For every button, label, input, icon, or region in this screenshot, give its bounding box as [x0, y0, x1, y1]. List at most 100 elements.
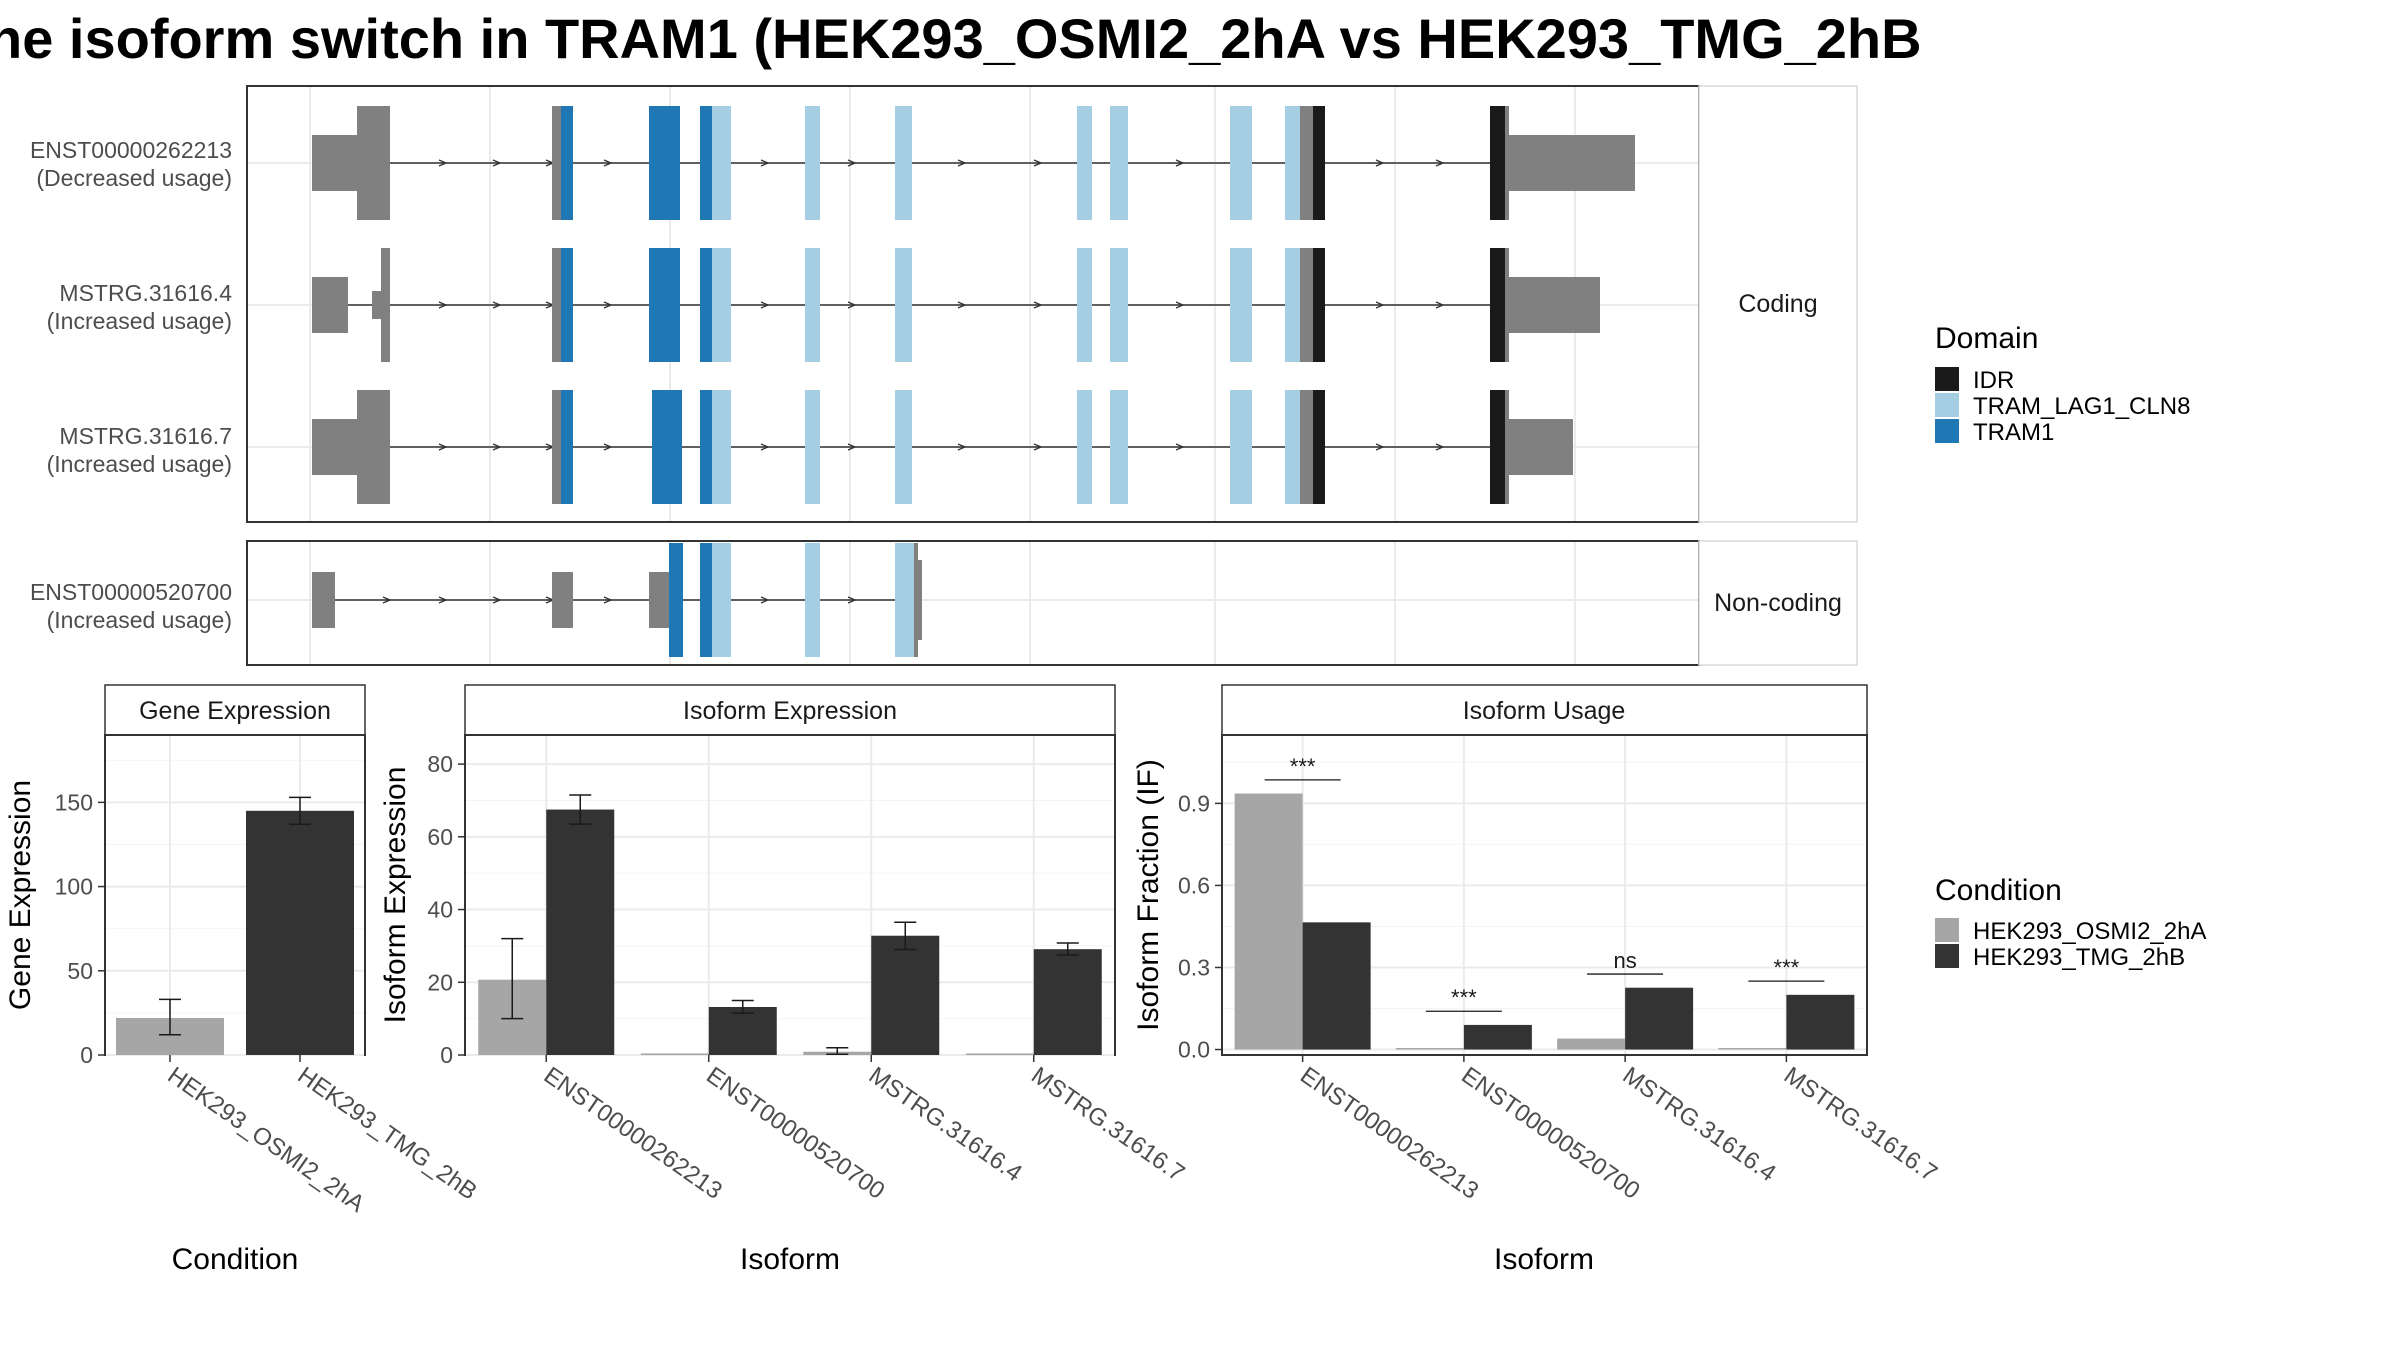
exon	[312, 572, 335, 628]
y-tick-label: 0.3	[1178, 954, 1210, 980]
legend-key-tram-lag1-cln8	[1935, 393, 1959, 417]
domain-tram1	[649, 106, 680, 220]
strand-arrow	[1435, 443, 1445, 451]
strand-arrow	[760, 443, 770, 451]
exon	[1505, 106, 1509, 220]
bar-hek293-tmg-2hb-enst00000520700	[708, 1007, 777, 1055]
significance-label: ***	[1774, 955, 1800, 980]
isoform-label-id: MSTRG.31616.4	[59, 280, 232, 306]
y-tick-label: 50	[67, 958, 93, 984]
legend-label-cond-b: HEK293_TMG_2hB	[1973, 944, 2185, 971]
strand-arrow	[760, 596, 770, 604]
exon	[312, 277, 348, 333]
condition-legend: Condition HEK293_OSMI2_2hA HEK293_TMG_2h…	[1935, 874, 2206, 971]
y-tick-label: 0.9	[1178, 790, 1210, 816]
bar-hek293-tmg-2hb-mstrg-31616-4	[871, 935, 940, 1055]
strand-arrow	[847, 159, 857, 167]
domain-tram1	[649, 248, 680, 362]
domain-tram1	[700, 543, 712, 657]
exon	[649, 572, 669, 628]
strand-arrow	[438, 159, 448, 167]
strand-arrow	[760, 159, 770, 167]
domain-tram-lag1-cln8	[1230, 106, 1252, 220]
strand-arrow	[603, 159, 613, 167]
domain-tram-lag1-cln8	[1110, 248, 1128, 362]
exon	[1509, 135, 1635, 191]
domain-legend-title: Domain	[1935, 322, 2038, 355]
y-ticks: 0 20 40 60 80	[427, 751, 465, 1068]
bar-hek293-tmg-2hb-mstrg-31616-7	[1786, 994, 1855, 1050]
domain-tram-lag1-cln8	[712, 248, 731, 362]
strand-arrow	[957, 443, 967, 451]
exon	[914, 543, 918, 657]
exon	[1505, 248, 1509, 362]
strand-arrow	[603, 443, 613, 451]
domain-tram-lag1-cln8	[895, 390, 912, 504]
bar-hek293-tmg-2hb-enst00000262213	[546, 809, 615, 1055]
strand-arrow	[1375, 443, 1385, 451]
strand-arrow	[1033, 301, 1043, 309]
y-tick-label: 100	[55, 874, 93, 900]
noncoding-facet-label: Non-coding	[1714, 589, 1842, 617]
x-tick-label: ENST00000262213	[1295, 1062, 1483, 1205]
x-tick-label: ENST00000520700	[701, 1062, 889, 1205]
domain-tram-lag1-cln8	[1285, 390, 1300, 504]
exon	[312, 135, 357, 191]
strand-arrow	[1175, 301, 1185, 309]
domain-legend: Domain IDR TRAM_LAG1_CLN8 TRAM1	[1935, 322, 2190, 446]
strand-arrow	[1375, 159, 1385, 167]
y-axis-label: Isoform Expression	[379, 767, 412, 1024]
strand-arrow	[847, 301, 857, 309]
bar-hek293-osmi2-2ha-enst00000262213	[1234, 793, 1303, 1050]
domain-tram-lag1-cln8	[712, 390, 731, 504]
significance-label: ns	[1614, 948, 1637, 973]
domain-tram-lag1-cln8	[1077, 248, 1092, 362]
domain-tram1	[700, 248, 712, 362]
strip	[1221, 684, 1868, 736]
strand-arrow	[760, 301, 770, 309]
exon	[1300, 390, 1313, 504]
significance-label: ***	[1451, 985, 1477, 1010]
y-ticks: 0.0 0.3 0.6 0.9	[1178, 790, 1222, 1063]
legend-label-tram-lag1-cln8: TRAM_LAG1_CLN8	[1973, 393, 2190, 420]
domain-tram1	[561, 248, 573, 362]
domain-tram1	[700, 390, 712, 504]
bar-hek293-tmg-2hb-mstrg-31616-4	[1625, 987, 1694, 1050]
strand-arrow	[847, 443, 857, 451]
coding-facet-strip	[1698, 85, 1858, 523]
x-ticks: ENST00000262213ENST00000520700MSTRG.3161…	[539, 1055, 1189, 1205]
exon	[552, 572, 573, 628]
exon	[372, 291, 381, 319]
domain-tram-lag1-cln8	[895, 248, 912, 362]
legend-key-idr	[1935, 367, 1959, 391]
domain-tram1	[561, 390, 573, 504]
strand-arrow	[1033, 159, 1043, 167]
strand-arrow	[847, 596, 857, 604]
domain-idr	[1313, 106, 1325, 220]
domain-idr	[1490, 106, 1505, 220]
figure-title: he isoform switch in TRAM1 (HEK293_OSMI2…	[0, 7, 1922, 70]
y-tick-label: 0	[440, 1042, 453, 1068]
exon	[1509, 419, 1573, 475]
bar-hek293-tmg-2hb	[246, 810, 354, 1055]
bar-hek293-osmi2-2ha-enst00000520700	[640, 1053, 709, 1055]
y-tick-label: 0.6	[1178, 872, 1210, 898]
isoform-row-mstrg-31616-7	[312, 390, 1573, 504]
strand-arrow	[438, 596, 448, 604]
isoform-row-enst00000520700	[312, 543, 922, 657]
legend-label-tram1: TRAM1	[1973, 419, 2054, 446]
significance-annotations: *** *** ns ***	[1264, 754, 1825, 1012]
exon	[381, 248, 390, 362]
coding-facet-label: Coding	[1738, 290, 1817, 318]
bars	[478, 794, 1102, 1056]
strand-arrow	[1175, 159, 1185, 167]
y-axis-label: Isoform Fraction (IF)	[1132, 759, 1165, 1031]
x-tick-label: MSTRG.31616.7	[1026, 1062, 1189, 1187]
bar-hek293-tmg-2hb-enst00000520700	[1463, 1024, 1532, 1050]
domain-tram-lag1-cln8	[712, 543, 731, 657]
exon	[552, 248, 561, 362]
isoform-label-id: MSTRG.31616.7	[59, 423, 232, 449]
domain-tram-lag1-cln8	[805, 248, 820, 362]
legend-key-cond-a	[1935, 918, 1959, 942]
